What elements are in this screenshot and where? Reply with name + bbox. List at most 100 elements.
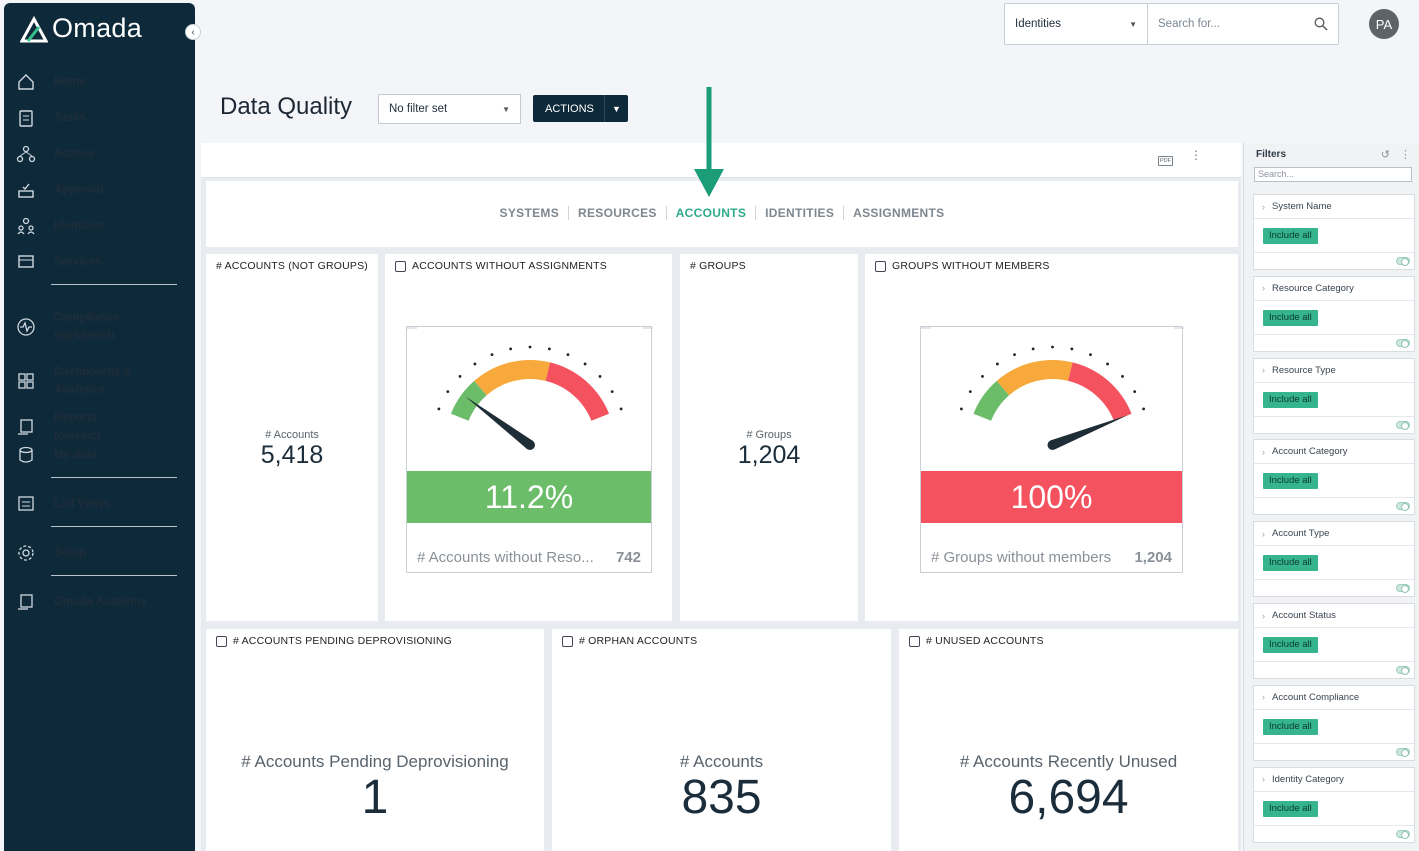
card-header: ACCOUNTS WITHOUT ASSIGNMENTS <box>395 260 607 272</box>
gauge-chart <box>921 327 1184 450</box>
sidebar-item-label: Reports (classic) <box>54 412 101 442</box>
filter-toggle[interactable] <box>1396 584 1410 594</box>
divider <box>1254 381 1414 383</box>
card-accounts-not-groups: # ACCOUNTS (NOT GROUPS) # Accounts 5,418 <box>206 254 378 621</box>
gauge-segment-green <box>450 380 487 421</box>
drill-through-icon[interactable] <box>562 635 573 647</box>
sidebar-item-identities[interactable]: Identities <box>16 216 186 236</box>
filter-toggle[interactable] <box>1396 420 1410 430</box>
include-all-button[interactable]: Include all <box>1263 228 1318 244</box>
sidebar-item-list-views[interactable]: List Views <box>16 494 186 514</box>
user-avatar[interactable]: PA <box>1369 9 1399 39</box>
filter-toggle[interactable] <box>1396 829 1410 839</box>
divider <box>1254 415 1414 417</box>
search-scope-select[interactable]: Identities ▼ <box>1005 4 1148 44</box>
approval-icon <box>16 180 36 200</box>
gauge-needle <box>465 396 534 449</box>
filter-group-resource-type: › Resource Type Include all <box>1253 357 1415 434</box>
filter-group-header[interactable]: › Account Status <box>1262 610 1336 621</box>
card-accounts-without-assignments: ACCOUNTS WITHOUT ASSIGNMENTS 11.2% # Acc… <box>385 254 672 621</box>
sidebar-item-approval[interactable]: Approval <box>16 180 186 200</box>
include-all-button[interactable]: Include all <box>1263 473 1318 490</box>
drill-through-icon[interactable] <box>909 635 920 647</box>
include-all-button[interactable]: Include all <box>1263 718 1318 735</box>
filter-toggle[interactable] <box>1396 257 1410 266</box>
filter-toggle[interactable] <box>1396 502 1410 512</box>
filter-toggle[interactable] <box>1396 747 1410 757</box>
sidebar-item-home[interactable]: Home <box>16 72 186 92</box>
tab-identities[interactable]: IDENTITIES <box>756 206 845 220</box>
gauge-chart <box>407 327 653 450</box>
search-input[interactable]: Search for... <box>1148 4 1338 44</box>
kpi-value: 5,418 <box>260 441 324 469</box>
tab-resources[interactable]: RESOURCES <box>569 206 667 220</box>
sidebar-item-access[interactable]: Access <box>16 144 186 164</box>
include-all-button[interactable]: Include all <box>1263 309 1318 326</box>
caret-down-icon[interactable]: ▼ <box>604 95 628 122</box>
sidebar-item-label: Dashboards & Analytics <box>54 366 132 396</box>
people-icon <box>16 216 36 236</box>
gauge-tick <box>598 375 602 378</box>
gauge-tick <box>968 390 972 394</box>
sidebar-item-reports-classic[interactable]: Reports (classic) <box>16 409 186 445</box>
filter-group-name: System Name <box>1272 201 1332 212</box>
gauge-tick <box>1013 353 1016 357</box>
academy-icon <box>16 592 36 612</box>
drill-through-icon[interactable] <box>216 635 227 647</box>
filter-group-header[interactable]: › System Name <box>1262 201 1332 212</box>
sidebar-item-tasks[interactable]: Tasks <box>16 108 186 128</box>
sidebar-item-label: Tasks <box>54 112 86 124</box>
filters-tools: ↺ ⋮ <box>1381 148 1411 161</box>
gauge-tick <box>547 347 551 351</box>
gauge-percent: 11.2% <box>484 478 574 515</box>
tab-systems[interactable]: SYSTEMS <box>491 206 569 220</box>
divider <box>1254 824 1414 826</box>
reset-icon[interactable]: ↺ <box>1380 149 1390 161</box>
filter-group-header[interactable]: › Resource Category <box>1262 283 1354 294</box>
sidebar-item-setup[interactable]: Setup <box>16 543 186 563</box>
sidebar-item-dashboards-analytics[interactable]: Dashboards & Analytics <box>16 363 186 399</box>
filter-toggle[interactable] <box>1396 338 1410 348</box>
gauge-tick <box>981 375 984 378</box>
tab-assignments[interactable]: ASSIGNMENTS <box>853 206 945 220</box>
filter-group-header[interactable]: › Account Compliance <box>1262 692 1359 703</box>
divider <box>1254 463 1414 465</box>
filter-group-header[interactable]: › Account Type <box>1262 528 1329 539</box>
include-all-button[interactable]: Include all <box>1263 391 1318 408</box>
gauge-percent-band: 11.2% <box>407 471 651 523</box>
gauge-tick <box>1121 375 1124 378</box>
filter-group-header[interactable]: › Account Category <box>1262 446 1348 457</box>
gauge-tick <box>583 362 587 366</box>
filter-group-header[interactable]: › Identity Category <box>1262 774 1344 785</box>
include-all-button[interactable]: Include all <box>1263 637 1318 653</box>
divider <box>1254 545 1414 547</box>
saved-filter-select[interactable]: No filter set ▼ <box>378 94 521 124</box>
include-all-button[interactable]: Include all <box>1263 555 1318 572</box>
actions-button[interactable]: ACTIONS ▼ <box>533 95 628 122</box>
gauge-tick <box>1106 362 1109 366</box>
pdf-export-icon[interactable]: PDF <box>1158 156 1173 166</box>
filter-group-header[interactable]: › Resource Type <box>1262 365 1336 376</box>
filter-toggle[interactable] <box>1396 666 1410 675</box>
more-options-icon[interactable]: ⋮ <box>1190 148 1202 162</box>
filters-search-input[interactable]: Search... <box>1254 167 1412 182</box>
more-options-icon[interactable]: ⋮ <box>1400 149 1411 161</box>
divider <box>1254 497 1414 499</box>
kpi-value: 835 <box>681 771 762 824</box>
gauge-tick <box>1051 345 1054 349</box>
sidebar-item-services[interactable]: Services <box>16 252 186 272</box>
drill-through-icon[interactable] <box>875 260 886 272</box>
search-icon[interactable] <box>1314 17 1328 31</box>
sidebar-item-label: Access <box>54 148 95 160</box>
include-all-button[interactable]: Include all <box>1263 800 1318 817</box>
omada-logo[interactable]: Omada <box>20 13 142 44</box>
sidebar-item-omada-academy[interactable]: Omada Academy <box>16 592 186 612</box>
sidebar-item-compliance-workbench[interactable]: Compliance workbench <box>16 309 186 345</box>
card-title: GROUPS WITHOUT MEMBERS <box>892 260 1050 272</box>
sidebar-item-my-data[interactable]: My data <box>16 445 186 465</box>
drill-through-icon[interactable] <box>395 260 406 272</box>
collapse-sidebar-button[interactable]: ‹ <box>185 24 201 40</box>
sidebar-item-label: Omada Academy <box>54 596 147 608</box>
chevron-right-icon: › <box>1262 446 1265 457</box>
tab-accounts[interactable]: ACCOUNTS <box>667 206 757 220</box>
